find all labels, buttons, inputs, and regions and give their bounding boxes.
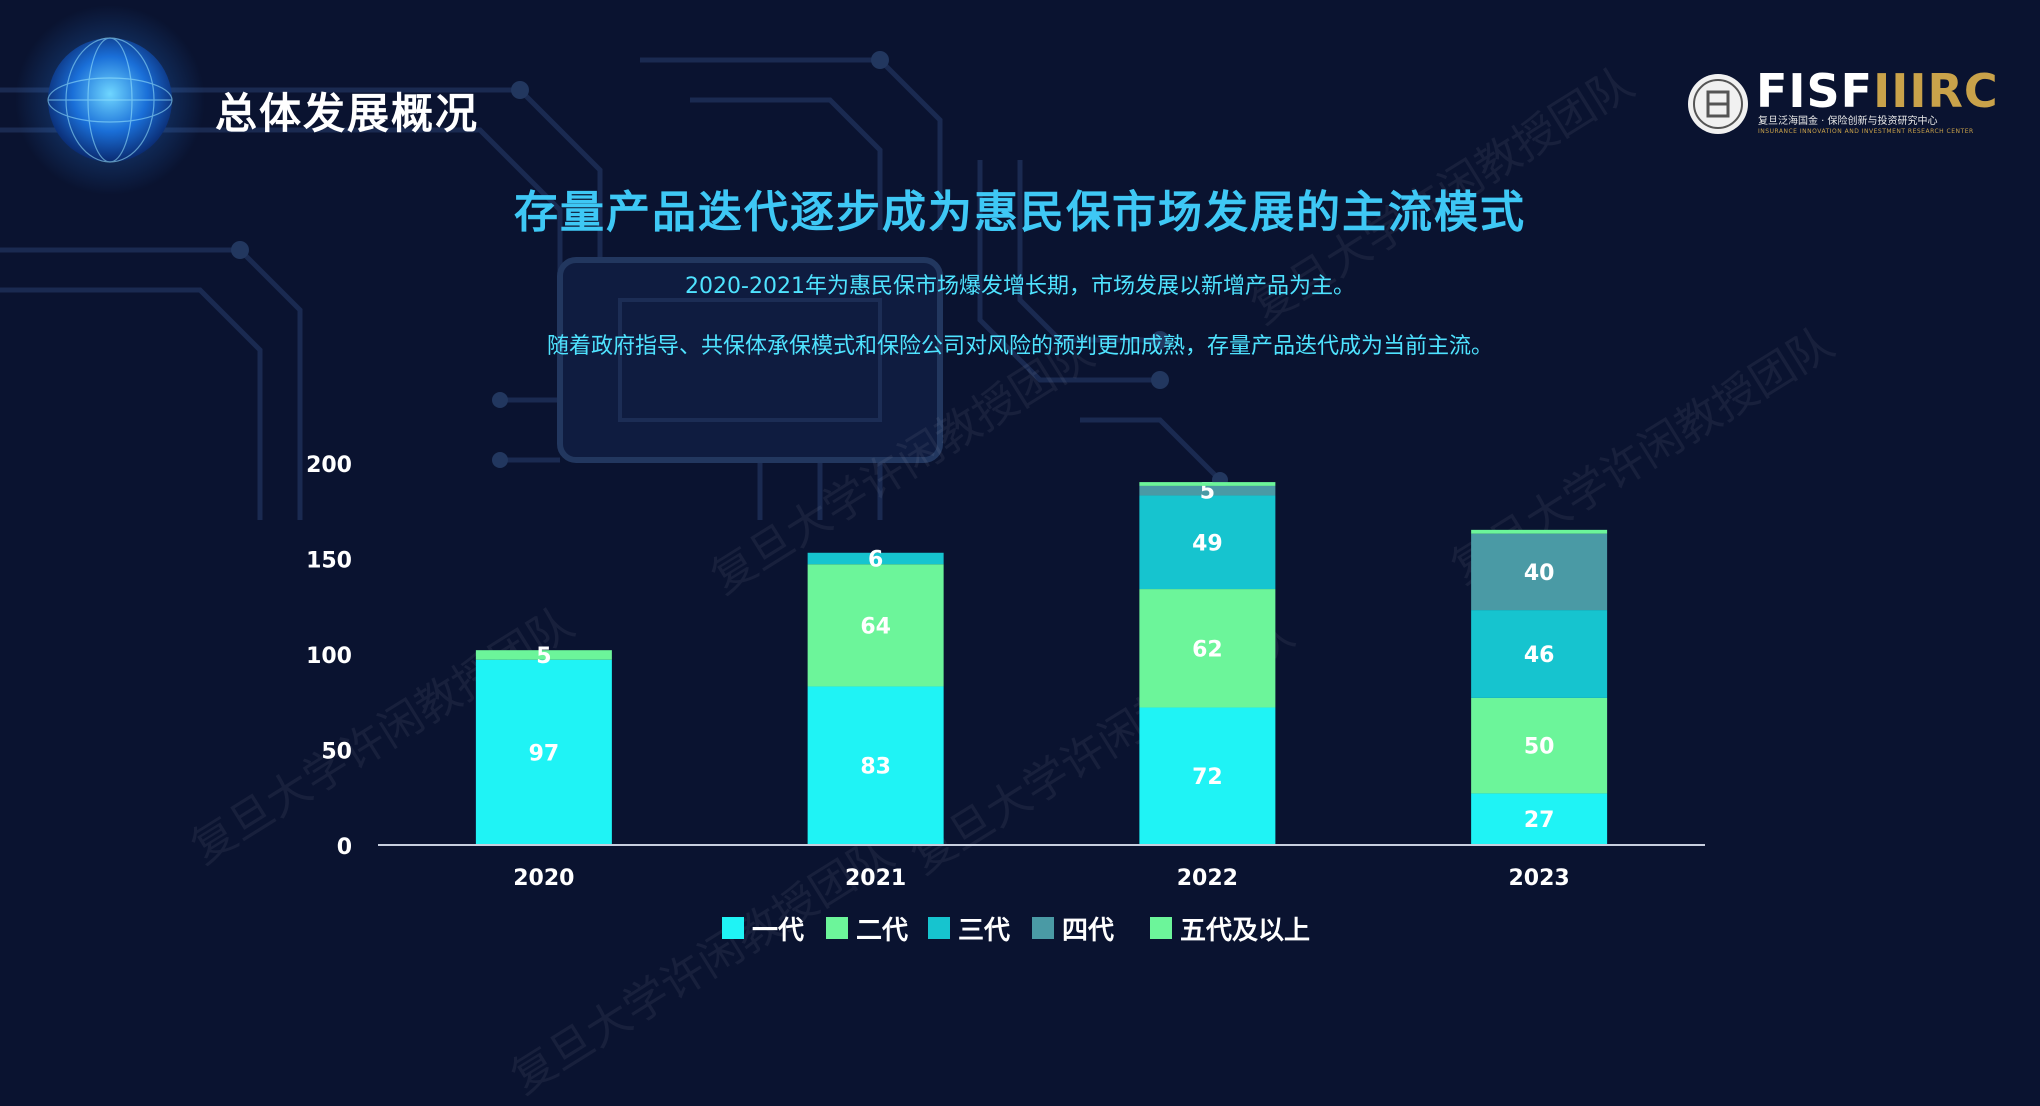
y-tick-label: 200: [306, 453, 352, 478]
subtitle-line-2: 随着政府指导、共保体承保模式和保险公司对风险的预判更加成熟，存量产品迭代成为当前…: [546, 334, 1493, 359]
bar-segment: [475, 650, 612, 660]
bar-segment: [807, 686, 944, 845]
logo-brand-main: FISF: [1756, 64, 1874, 118]
circuit-background: [0, 5, 1228, 520]
x-tick-label: 2022: [1177, 866, 1238, 891]
legend-label: 四代: [1062, 915, 1115, 946]
data-label: 40: [1524, 561, 1555, 586]
section-title: 总体发展概况: [215, 89, 480, 138]
bar-segment: [475, 659, 612, 845]
data-label: 27: [1524, 808, 1555, 833]
data-label: 97: [529, 741, 560, 766]
legend-swatch: [722, 917, 744, 939]
legend-item: 一代: [722, 910, 804, 946]
fisf-logo: FISFIIIRC 复旦泛海国金 · 保险创新与投资研究中心 INSURANCE…: [1686, 64, 1998, 150]
legend-label: 三代: [958, 915, 1011, 946]
legend-swatch: [1032, 917, 1054, 939]
legend-item: 五代及以上: [1150, 910, 1310, 946]
y-tick-label: 0: [337, 835, 352, 860]
logo-subtitle-en: INSURANCE INNOVATION AND INVESTMENT RESE…: [1758, 128, 1974, 135]
data-label: 72: [1192, 765, 1223, 790]
legend-label: 五代及以上: [1180, 915, 1311, 946]
subtitle-line-1: 2020-2021年为惠民保市场爆发增长期，市场发展以新增产品为主。: [685, 274, 1355, 299]
bar-segment: [1139, 482, 1276, 486]
logo-brand-accent: IIIRC: [1873, 64, 1999, 118]
legend-swatch: [826, 917, 848, 939]
legend-item: 三代: [928, 910, 1010, 946]
y-tick-label: 100: [306, 644, 352, 669]
bar-segment: [1139, 707, 1276, 845]
data-label: 83: [860, 755, 891, 780]
bar-segment: [1471, 697, 1608, 794]
data-label: 49: [1192, 531, 1223, 556]
data-label: 6: [868, 548, 883, 573]
bar-segment: [1471, 610, 1608, 698]
legend-item: 四代: [1032, 910, 1114, 946]
stacked-bar-chart: 0501001502009752020836462021726249520222…: [306, 453, 1705, 891]
bar-segment: [1471, 529, 1608, 534]
legend-label: 二代: [856, 915, 909, 946]
bar-segment: [1139, 589, 1276, 708]
x-tick-label: 2020: [513, 866, 574, 891]
legend-item: 二代: [826, 910, 908, 946]
data-label: 5: [536, 644, 551, 669]
y-tick-label: 150: [306, 549, 352, 574]
legend-swatch: [928, 917, 950, 939]
main-title: 存量产品迭代逐步成为惠民保市场发展的主流模式: [514, 187, 1526, 238]
data-label: 50: [1524, 735, 1555, 760]
x-tick-label: 2023: [1509, 866, 1570, 891]
bar-segment: [1139, 495, 1276, 590]
logo-subtitle-cn: 复旦泛海国金 · 保险创新与投资研究中心: [1758, 116, 1938, 127]
data-label: 46: [1524, 643, 1555, 668]
data-label: 64: [860, 614, 891, 639]
legend-swatch: [1150, 917, 1172, 939]
data-label: 62: [1192, 637, 1223, 662]
data-label: 5: [1200, 480, 1215, 505]
x-tick-label: 2021: [845, 866, 906, 891]
bar-segment: [1139, 485, 1276, 496]
bar-segment: [1471, 793, 1608, 845]
bar-segment: [807, 552, 944, 565]
university-seal-icon: [1688, 74, 1748, 134]
bar-segment: [1471, 533, 1608, 611]
legend-label: 一代: [752, 915, 805, 946]
bar-segment: [807, 564, 944, 687]
y-tick-label: 50: [321, 740, 352, 765]
